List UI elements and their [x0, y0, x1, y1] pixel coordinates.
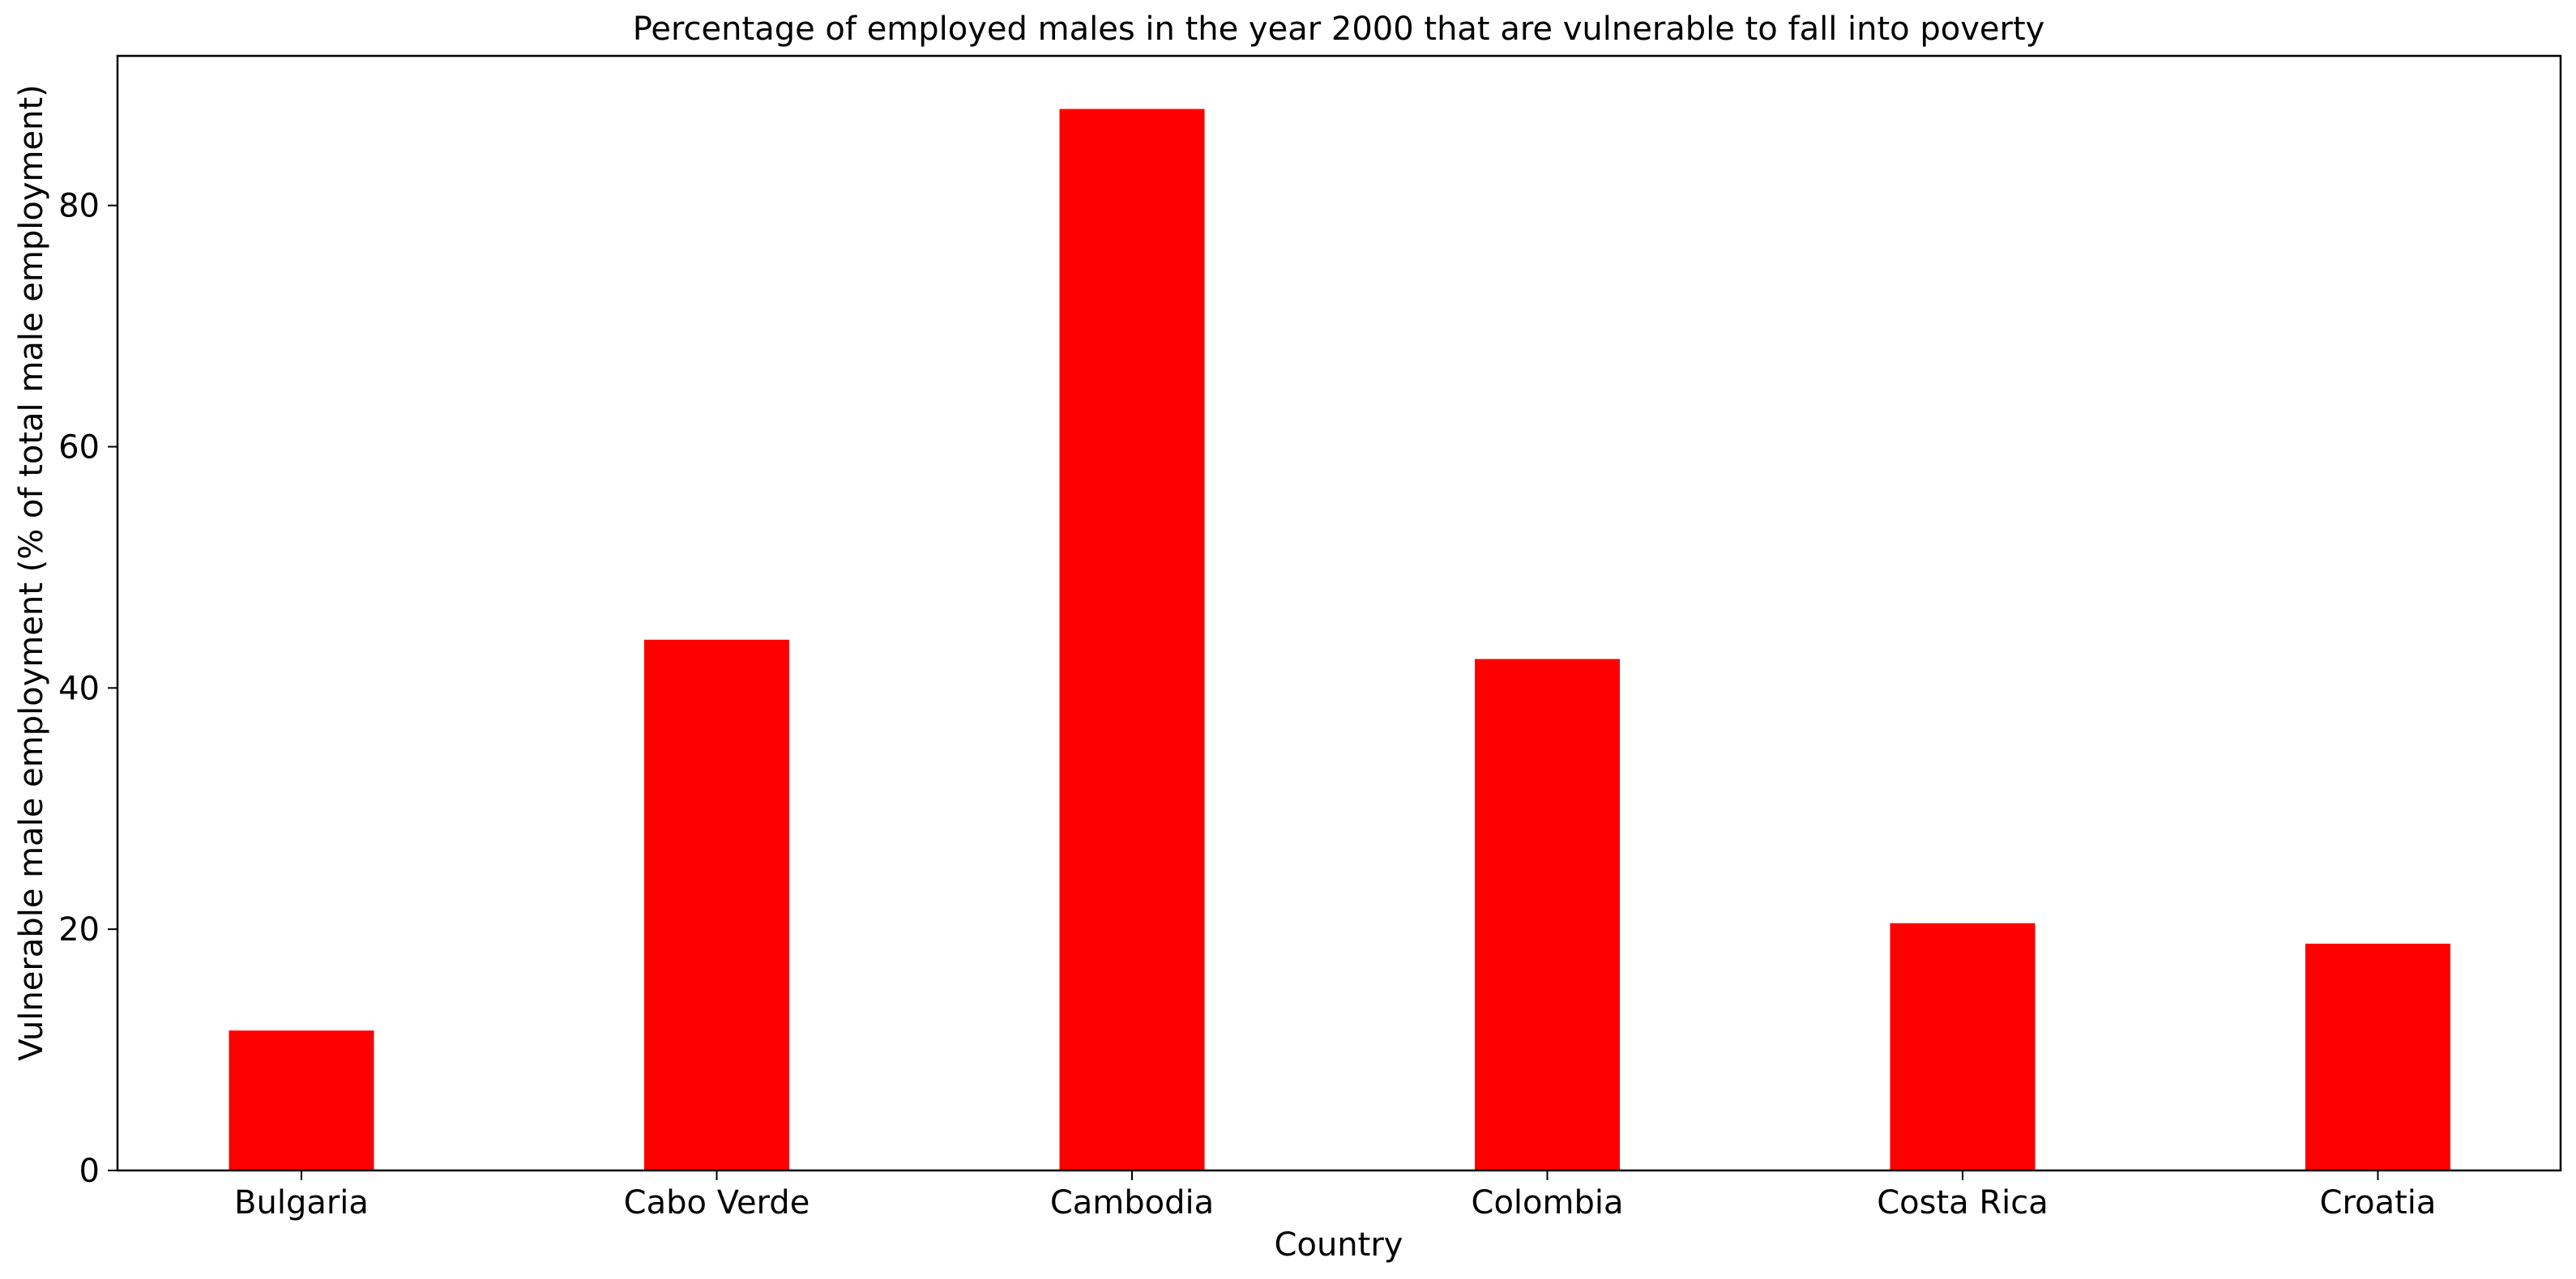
- bar-croatia: [2305, 944, 2450, 1170]
- x-tick-label: Croatia: [2320, 1184, 2437, 1221]
- x-tick-label: Cambodia: [1050, 1184, 1214, 1221]
- y-axis-ticks: 0 20 40 60 80: [58, 188, 117, 1190]
- y-tick-label: 0: [79, 1153, 100, 1190]
- x-tick-label: Costa Rica: [1877, 1184, 2048, 1221]
- x-axis-label: Country: [1275, 1226, 1403, 1264]
- bar-costa-rica: [1890, 923, 2036, 1170]
- y-tick-label: 80: [58, 188, 100, 225]
- x-tick-label: Bulgaria: [234, 1184, 369, 1221]
- bar-cambodia: [1059, 109, 1205, 1170]
- chart-title: Percentage of employed males in the year…: [633, 11, 2045, 48]
- y-axis-label: Vulnerable male employment (% of total m…: [13, 84, 50, 1060]
- bar-cabo-verde: [644, 639, 789, 1170]
- bar-bulgaria: [229, 1030, 374, 1170]
- y-tick-label: 20: [58, 911, 100, 949]
- y-tick-label: 60: [58, 428, 100, 466]
- x-tick-label: Cabo Verde: [624, 1184, 810, 1221]
- plot-frame: [116, 54, 2562, 1172]
- bar-colombia: [1475, 659, 1620, 1170]
- bars-group: [229, 109, 2450, 1170]
- x-tick-label: Colombia: [1472, 1184, 1624, 1221]
- y-tick-label: 40: [58, 670, 100, 707]
- x-axis-ticks: Bulgaria Cabo Verde Cambodia Colombia Costa …: [234, 1170, 2436, 1221]
